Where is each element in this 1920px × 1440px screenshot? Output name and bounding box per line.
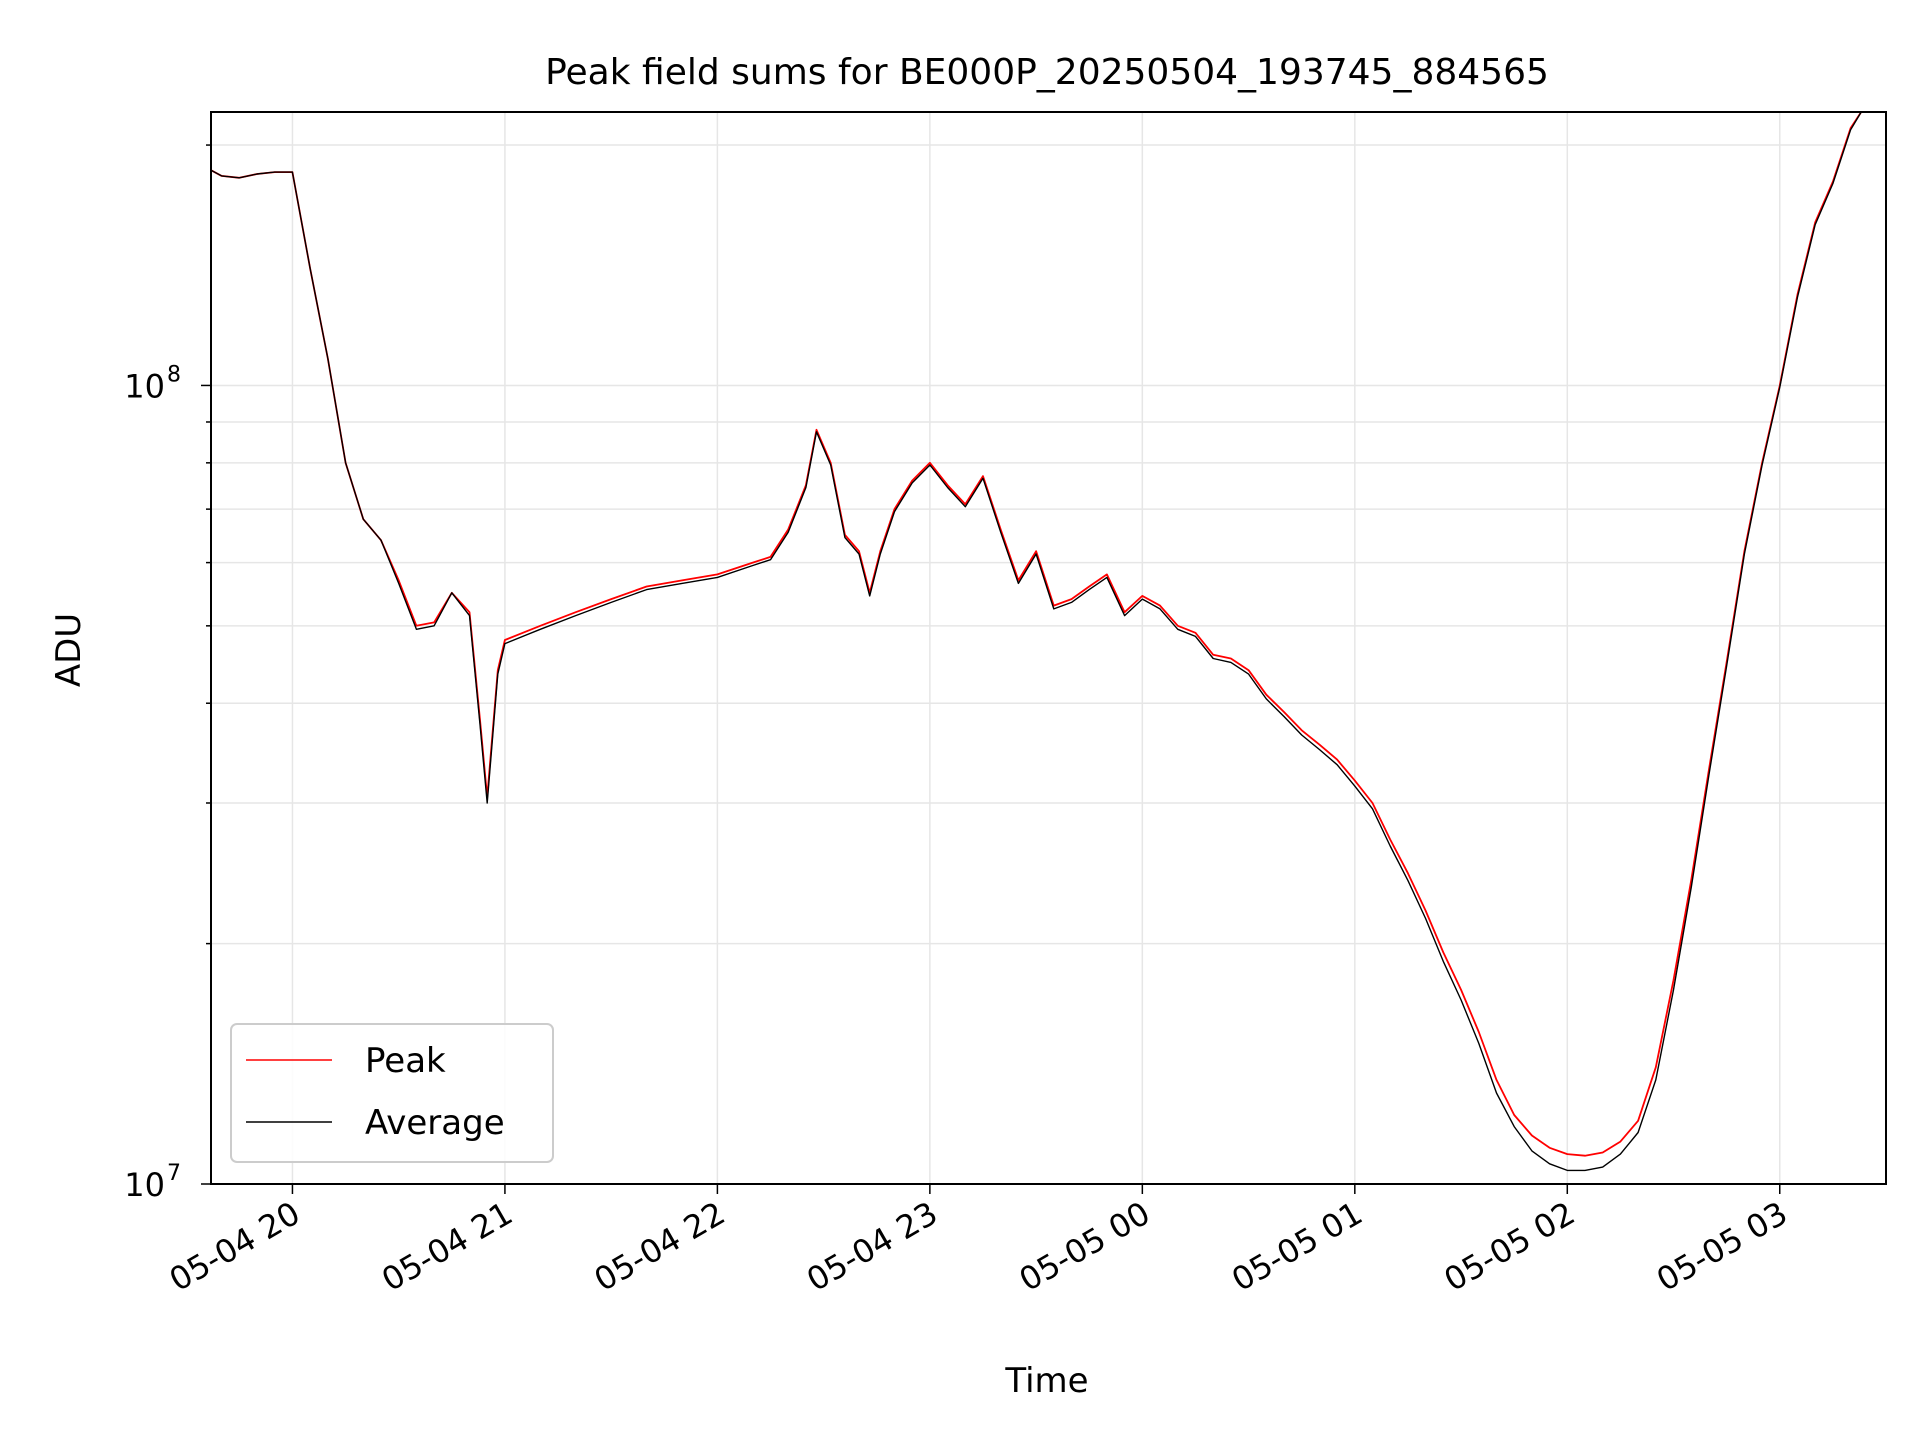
y-tick-base: 10 — [124, 1166, 165, 1204]
series-line-average — [211, 112, 1862, 1172]
chart-title: Peak field sums for BE000P_20250504_1937… — [545, 52, 1549, 93]
y-tick-label: 10 8 — [124, 362, 181, 405]
legend-box — [230, 1023, 554, 1163]
legend: Peak Average — [230, 1023, 554, 1163]
y-axis-label: ADU — [49, 613, 89, 687]
plot-frame — [210, 111, 1887, 1185]
series-layer — [211, 112, 1862, 1172]
y-tick-exponent: 7 — [167, 1161, 181, 1186]
legend-label-average: Average — [365, 1103, 505, 1143]
x-axis-label: Time — [1004, 1361, 1088, 1401]
y-tick-label: 10 7 — [124, 1161, 181, 1204]
y-tick-base: 10 — [124, 367, 165, 405]
y-tick-exponent: 8 — [167, 362, 181, 387]
legend-label-peak: Peak — [365, 1041, 446, 1081]
